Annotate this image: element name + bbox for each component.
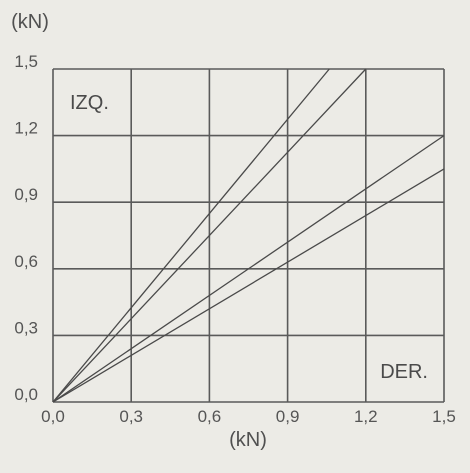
series-line-3 bbox=[52, 135, 445, 403]
y-tick-label-0: 0,0 bbox=[14, 385, 38, 404]
x-tick-label-0: 0,0 bbox=[41, 407, 65, 426]
x-axis-unit: (kN) bbox=[229, 429, 267, 451]
x-tick-label-3: 0,9 bbox=[276, 407, 300, 426]
tick-labels: 0,0 0,3 0,6 0,9 1,2 1,5 0,0 0,3 0,6 0,9 1,2 1,5 bbox=[14, 52, 455, 426]
y-axis-unit: (kN) bbox=[11, 11, 49, 33]
series-line-2 bbox=[52, 68, 367, 403]
series-line-4 bbox=[52, 168, 445, 403]
y-tick-label-4: 1,2 bbox=[14, 119, 38, 138]
y-tick-label-2: 0,6 bbox=[14, 252, 38, 271]
x-tick-label-5: 1,5 bbox=[432, 407, 456, 426]
series-group bbox=[52, 68, 445, 403]
annotation-der: DER. bbox=[380, 361, 428, 383]
x-tick-label-1: 0,3 bbox=[119, 407, 143, 426]
x-tick-label-4: 1,2 bbox=[354, 407, 378, 426]
annotation-izq: IZQ. bbox=[70, 92, 109, 114]
y-tick-label-3: 0,9 bbox=[14, 185, 38, 204]
series-line-1 bbox=[52, 68, 330, 403]
y-tick-label-1: 0,3 bbox=[14, 318, 38, 337]
x-tick-label-2: 0,6 bbox=[198, 407, 222, 426]
y-tick-label-5: 1,5 bbox=[14, 52, 38, 71]
